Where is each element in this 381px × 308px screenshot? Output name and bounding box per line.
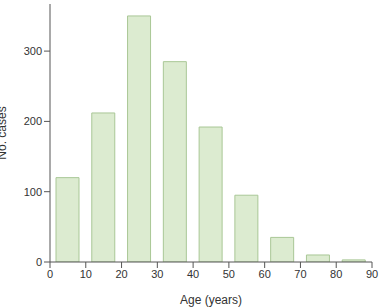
svg-text:90: 90 [366, 268, 373, 280]
svg-text:200: 200 [24, 115, 42, 127]
svg-text:40: 40 [187, 268, 199, 280]
svg-text:0: 0 [36, 256, 42, 268]
svg-text:Age (years): Age (years) [180, 293, 242, 307]
svg-text:50: 50 [223, 268, 235, 280]
svg-text:10: 10 [80, 268, 92, 280]
svg-text:60: 60 [259, 268, 271, 280]
svg-text:300: 300 [24, 45, 42, 57]
svg-text:0: 0 [47, 268, 53, 280]
svg-text:No. cases: No. cases [8, 106, 9, 159]
svg-text:70: 70 [294, 268, 306, 280]
svg-text:100: 100 [24, 186, 42, 198]
svg-text:20: 20 [115, 268, 127, 280]
svg-text:80: 80 [330, 268, 342, 280]
svg-text:30: 30 [151, 268, 163, 280]
